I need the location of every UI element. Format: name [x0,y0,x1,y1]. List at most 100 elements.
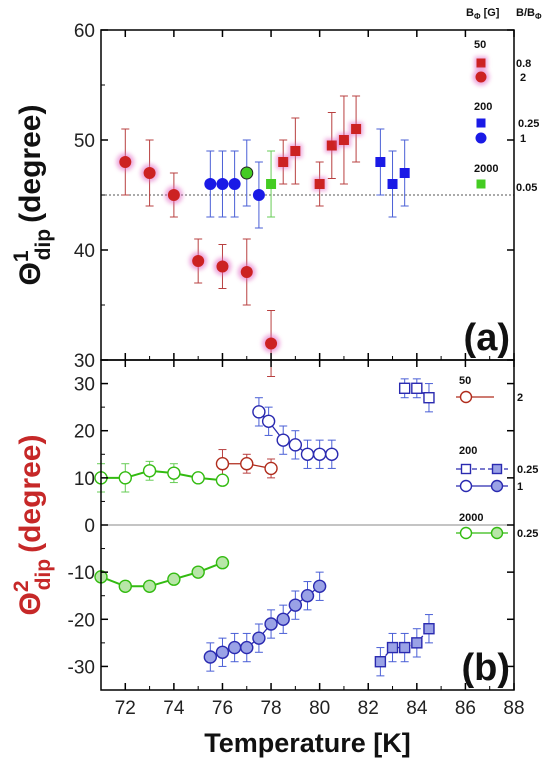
data-point [411,382,423,394]
series-a-0 [276,95,364,207]
legend-ratio-label: 0.25 [517,528,538,540]
data-point [398,641,411,654]
y-axis-label-unit: (degree) [14,105,47,223]
series-b-3 [94,460,230,493]
legend-header-field-unit: [G] [481,7,500,19]
y-axis-label-sup: 2 [10,580,33,592]
legend-header-field-main: B [466,7,474,19]
panel-label: (b) [461,647,510,689]
legend-field-label: 2000 [474,163,498,175]
legend-marker-filled [490,526,504,540]
series-a-3 [204,139,265,229]
legend-header-ratio: B/BΦ [516,7,542,21]
legend-group-200: 200 0.25 1 [474,101,539,145]
panel-label: (a) [464,317,510,359]
data-point [252,189,265,201]
data-point [252,631,266,645]
data-point [240,640,254,655]
legend-marker-filled [491,463,503,475]
data-point [142,464,157,478]
legend-marker-open [459,479,473,493]
x-tick-label: 80 [309,698,330,719]
legend-marker-open [459,526,473,540]
data-point [264,617,278,631]
data-point [276,612,290,626]
data-point [215,473,230,487]
data-point [216,178,229,190]
data-point [411,637,423,649]
y-axis-label-theta: Θ [14,592,47,615]
legend-header-field: BΦ [G] [466,7,500,21]
legend-field-label: 50 [459,375,471,387]
x-tick-label: 82 [358,698,379,719]
legend-ratio-label: 0.05 [516,182,537,194]
series-b-0 [215,449,278,479]
data-point [204,178,217,190]
data-point [252,405,266,419]
series-a-4 [266,150,277,218]
data-point [265,337,278,350]
data-point [423,392,435,404]
data-point [192,255,205,267]
y-axis-label-sup: 1 [10,250,33,262]
legend-ratio-label: 0.8 [516,58,531,70]
data-point [191,471,205,485]
data-point [338,135,349,145]
data-point [118,471,132,485]
legend-marker-open [459,390,473,404]
data-point [215,556,230,570]
data-point [240,457,254,471]
legend-header-ratio-sub: Φ [535,12,542,21]
legend-marker-open [460,463,472,475]
x-tick-label: 78 [260,698,281,719]
data-point [351,124,362,134]
x-tick-label: 84 [406,698,428,719]
x-tick-label: 76 [212,698,233,719]
data-point [314,179,325,189]
data-point [399,168,410,178]
legend-marker [476,58,486,68]
panel-b: 72 74 76 78 80 82 84 86 88-30-20-100102030Θ2dip(… [10,359,538,758]
data-point [288,598,303,612]
data-point [167,572,181,586]
data-point [312,579,327,593]
legend-header-field-sub: Φ [474,12,481,21]
legend-ratio-label: 0.25 [518,118,539,130]
data-point [266,179,277,189]
data-point [300,447,315,461]
data-point [240,266,253,278]
data-point [143,167,156,179]
legend-marker [475,71,487,83]
legend-ratio-label: 1 [517,481,523,493]
legend-marker [476,118,486,128]
series-b-1 [252,397,339,469]
data-point [191,565,205,579]
data-point [375,157,386,167]
series-b-5 [374,614,435,677]
data-point [203,650,218,664]
data-point [374,656,387,668]
data-point [228,178,241,190]
legend-field-label: 200 [474,101,492,113]
data-point [300,589,315,603]
data-point [261,414,276,428]
legend-field-label: 2000 [459,512,483,524]
legend-field-label: 50 [474,39,486,51]
y-axis-label: Θ2dip (degree) [10,435,55,616]
legend-marker-filled [490,479,504,493]
legend-ratio-label: 1 [520,133,526,145]
data-point [325,447,339,461]
x-tick-label: 86 [455,698,476,719]
y-tick-label: 50 [74,131,95,152]
series-a-2 [375,128,410,218]
legend-marker [475,132,487,144]
x-axis-label: Temperature [K] [204,728,411,758]
y-tick-label: 0 [84,516,95,537]
y-tick-label: 60 [74,21,95,42]
data-point [216,260,229,273]
y-tick-label: 40 [74,241,95,262]
data-point [119,156,132,168]
y-axis-label: Θ1dip (degree) [10,105,55,286]
